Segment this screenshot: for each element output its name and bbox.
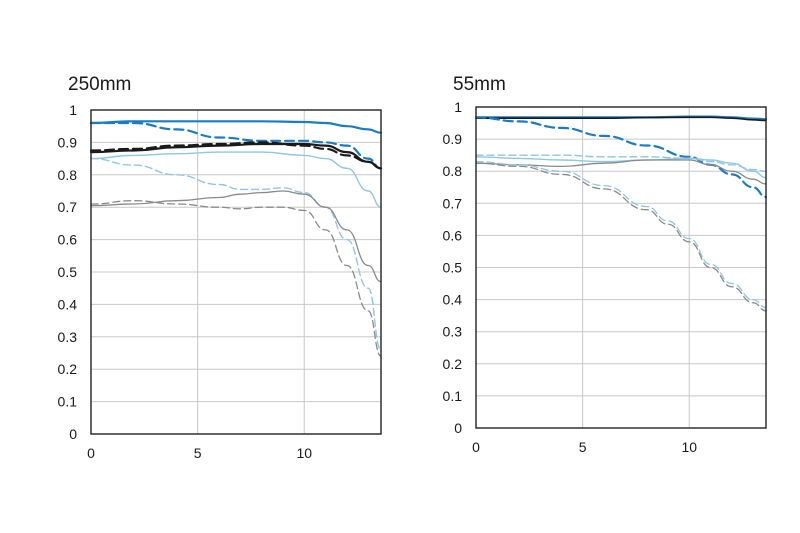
y-tick-label: 0 <box>454 420 462 436</box>
y-tick-label: 0.6 <box>58 232 78 248</box>
y-tick-label: 0.7 <box>58 199 78 215</box>
mtf-curve-black-solid <box>89 142 383 170</box>
y-tick-label: 0.4 <box>443 292 463 308</box>
y-axis-ticks: 0 0.1 0.2 0.3 0.4 0.5 0.6 0.7 0.8 0.9 1 <box>58 102 78 442</box>
x-axis-ticks: 0 5 10 <box>472 439 697 455</box>
y-tick-label: 0.5 <box>443 260 463 276</box>
y-tick-label: 0.9 <box>58 134 78 150</box>
curves <box>474 115 768 312</box>
x-tick-label: 0 <box>472 439 480 455</box>
mtf-curve-blue-dashed <box>89 121 383 170</box>
x-tick-label: 5 <box>579 439 587 455</box>
mtf-curve-blue-solid <box>89 120 383 134</box>
chart-panel-55mm: 55mm 0 0.1 0.2 0.3 0.4 0.5 0.6 0.7 0.8 0.9 1 0 5 10 <box>443 74 768 455</box>
y-tick-label: 0.7 <box>443 195 463 211</box>
y-tick-label: 0.2 <box>443 356 463 372</box>
x-tick-label: 10 <box>296 445 312 461</box>
grid <box>91 110 381 434</box>
y-tick-label: 0.5 <box>58 264 78 280</box>
y-tick-label: 0 <box>69 426 77 442</box>
y-tick-label: 0.2 <box>58 361 78 377</box>
y-tick-label: 0.1 <box>443 388 463 404</box>
mtf-curve-black-solid <box>475 116 767 122</box>
mtf-curve-light_blue-dashed <box>475 160 767 309</box>
y-tick-label: 0.3 <box>443 324 463 340</box>
x-tick-label: 0 <box>87 445 95 461</box>
y-tick-label: 0.6 <box>443 227 463 243</box>
chart-panel-250mm: 250mm 0 0.1 0.2 0.3 0.4 0.5 0.6 0.7 0.8 0.9 1 0 5 10 <box>58 74 383 461</box>
mtf-curve-gray-solid <box>475 159 767 185</box>
chart-title: 250mm <box>68 74 131 95</box>
chart-title: 55mm <box>453 74 506 95</box>
mtf-curve-gray-dashed <box>90 200 382 357</box>
mtf-curve-gray-solid <box>90 190 382 283</box>
mtf-curve-light_blue-dashed <box>90 157 382 351</box>
y-tick-label: 0.1 <box>58 394 78 410</box>
y-tick-label: 1 <box>69 102 77 118</box>
plot-frame <box>475 106 767 429</box>
mtf-curve-blue-dashed <box>474 116 768 198</box>
x-tick-label: 5 <box>194 445 202 461</box>
mtf-curve-light_blue-solid <box>90 151 382 208</box>
mtf-curve-light_blue-dashed <box>475 154 767 172</box>
curves <box>89 120 383 357</box>
y-tick-label: 0.4 <box>58 296 78 312</box>
mtf-curve-black-dashed <box>89 141 383 170</box>
plot-frame <box>90 109 382 435</box>
y-axis-ticks: 0 0.1 0.2 0.3 0.4 0.5 0.6 0.7 0.8 0.9 1 <box>443 99 463 436</box>
mtf-curve-light_blue-solid <box>475 156 767 179</box>
mtf-curve-gray-dashed <box>475 162 767 312</box>
y-tick-label: 0.8 <box>443 163 463 179</box>
grid <box>476 107 766 428</box>
y-tick-label: 0.9 <box>443 131 463 147</box>
y-tick-label: 0.8 <box>58 167 78 183</box>
y-tick-label: 1 <box>454 99 462 115</box>
x-axis-ticks: 0 5 10 <box>87 445 312 461</box>
x-tick-label: 10 <box>681 439 697 455</box>
y-tick-label: 0.3 <box>58 329 78 345</box>
